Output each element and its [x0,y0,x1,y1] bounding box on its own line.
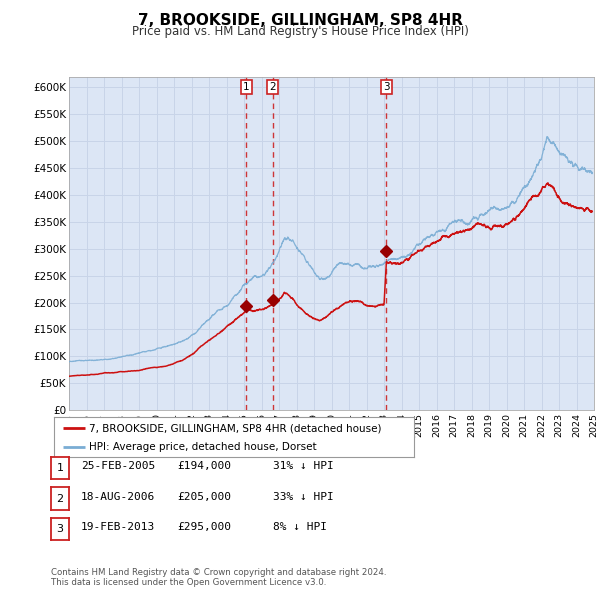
Text: £194,000: £194,000 [177,461,231,471]
Text: 31% ↓ HPI: 31% ↓ HPI [273,461,334,471]
Text: 8% ↓ HPI: 8% ↓ HPI [273,523,327,532]
Text: 1: 1 [243,81,250,91]
Text: HPI: Average price, detached house, Dorset: HPI: Average price, detached house, Dors… [89,442,317,452]
Text: 1: 1 [56,463,64,473]
Text: 3: 3 [383,81,389,91]
Text: 2: 2 [56,494,64,503]
Text: 2: 2 [269,81,276,91]
Text: 3: 3 [56,525,64,534]
Text: 25-FEB-2005: 25-FEB-2005 [81,461,155,471]
Text: 18-AUG-2006: 18-AUG-2006 [81,492,155,502]
Text: Contains HM Land Registry data © Crown copyright and database right 2024.
This d: Contains HM Land Registry data © Crown c… [51,568,386,587]
Text: £205,000: £205,000 [177,492,231,502]
Text: Price paid vs. HM Land Registry's House Price Index (HPI): Price paid vs. HM Land Registry's House … [131,25,469,38]
Text: 19-FEB-2013: 19-FEB-2013 [81,523,155,532]
Text: 7, BROOKSIDE, GILLINGHAM, SP8 4HR: 7, BROOKSIDE, GILLINGHAM, SP8 4HR [137,13,463,28]
Text: 7, BROOKSIDE, GILLINGHAM, SP8 4HR (detached house): 7, BROOKSIDE, GILLINGHAM, SP8 4HR (detac… [89,424,382,434]
Text: 33% ↓ HPI: 33% ↓ HPI [273,492,334,502]
Text: £295,000: £295,000 [177,523,231,532]
